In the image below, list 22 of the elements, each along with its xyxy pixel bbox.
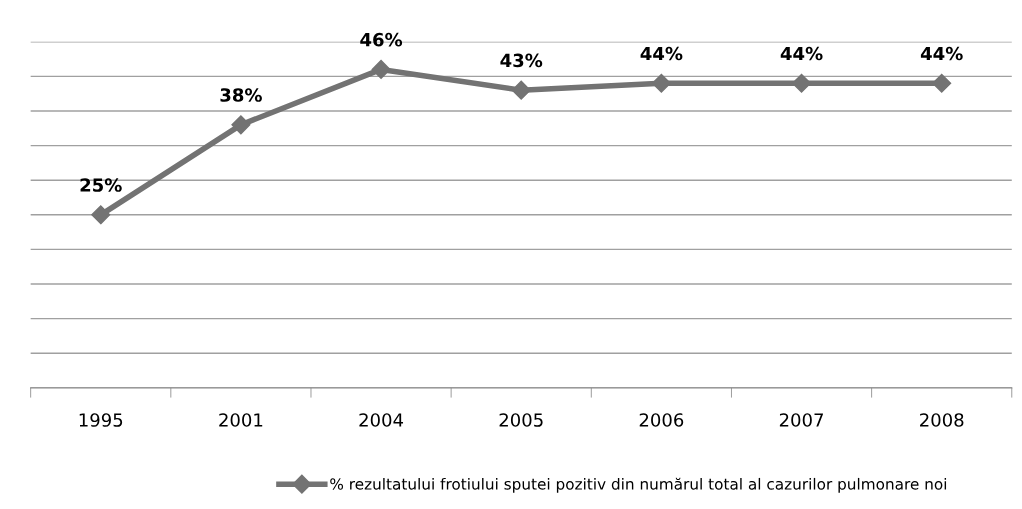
point	[231, 115, 251, 135]
data-label: 25%	[80, 178, 122, 192]
x-tick-label: 1995	[79, 413, 123, 427]
x-tick-label: 2006	[639, 413, 684, 427]
point	[932, 73, 952, 93]
data-label: 38%	[220, 88, 262, 102]
data-label: 44%	[640, 46, 683, 61]
x-tick-label: 2008	[920, 413, 964, 427]
point	[91, 205, 111, 225]
point	[792, 73, 812, 93]
x-tick-label: 2007	[779, 413, 823, 427]
point	[371, 59, 391, 79]
data-label: 46%	[360, 32, 403, 47]
point	[651, 73, 671, 93]
data-label: 44%	[920, 46, 963, 61]
x-tick-label: 2001	[219, 413, 263, 427]
x-tick-label: 2004	[359, 413, 404, 427]
data-label: 44%	[780, 46, 823, 61]
data-label: 43%	[500, 53, 543, 68]
x-tick-label: 2005	[499, 413, 543, 427]
point	[511, 80, 531, 100]
legend-label: % rezultatului frotiului sputei pozitiv din numărul total al cazurilor pulmonare noi	[330, 477, 947, 493]
